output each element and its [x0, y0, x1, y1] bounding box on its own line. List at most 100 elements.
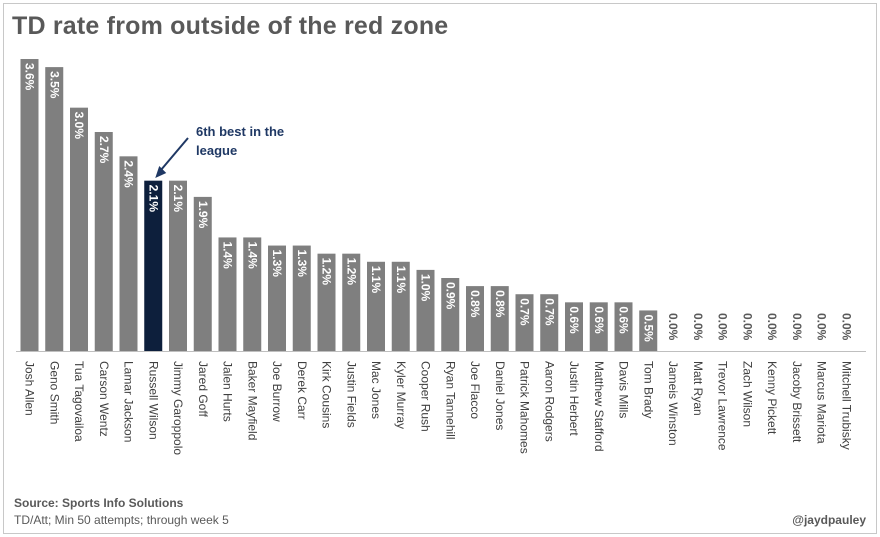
annotation-arrow	[158, 137, 189, 173]
category-label: Baker Mayfield	[245, 361, 259, 440]
category-label: Zach Wilson	[740, 361, 754, 427]
category-label: Kenny Pickett	[765, 361, 779, 435]
bar	[416, 269, 435, 351]
bar	[193, 196, 212, 351]
category-label: Russell Wilson	[146, 361, 160, 440]
category-label: Mac Jones	[369, 361, 383, 419]
data-label: 1.9%	[196, 201, 210, 229]
data-label: 1.4%	[221, 241, 235, 269]
data-label: 0.0%	[716, 313, 730, 341]
data-label: 0.0%	[666, 313, 680, 341]
bar	[565, 302, 583, 351]
data-label: 0.8%	[493, 290, 507, 318]
category-label: Marcus Mariota	[815, 361, 829, 444]
data-label: 0.7%	[542, 298, 556, 326]
bar	[367, 261, 385, 351]
data-label: 3.0%	[72, 112, 86, 140]
bar	[119, 156, 138, 351]
category-label: Patrick Mahomes	[518, 361, 532, 454]
data-label: 0.0%	[765, 313, 779, 341]
data-label: 0.0%	[839, 313, 853, 341]
bar	[169, 180, 187, 351]
category-label: Ryan Tannehill	[443, 361, 457, 440]
category-label: Geno Smith	[47, 361, 61, 424]
annotation-arrowhead	[155, 166, 167, 178]
data-label: 1.3%	[295, 250, 309, 278]
data-label: 0.0%	[740, 313, 754, 341]
method-note: TD/Att; Min 50 attempts; through week 5	[14, 513, 229, 527]
annotation-text: 6th best in the	[196, 124, 284, 139]
data-label: 0.6%	[617, 306, 631, 334]
category-label: Trevor Lawrence	[716, 361, 730, 451]
category-label: Tom Brady	[641, 361, 655, 418]
category-label: Joe Burrow	[270, 361, 284, 422]
data-label: 0.7%	[518, 298, 532, 326]
bar	[218, 237, 237, 351]
author-handle: @jaydpauley	[792, 513, 866, 527]
bar	[268, 245, 286, 351]
bar	[466, 286, 484, 351]
category-label: Cooper Rush	[419, 361, 433, 432]
bar	[515, 294, 534, 351]
bar	[391, 261, 410, 351]
bar	[441, 278, 460, 351]
bar	[639, 310, 658, 351]
data-label: 2.7%	[97, 136, 111, 164]
bar	[614, 302, 633, 351]
data-label: 0.0%	[815, 313, 829, 341]
bar	[292, 245, 311, 351]
data-label: 2.1%	[146, 185, 160, 213]
category-label: Mitchell Trubisky	[839, 361, 853, 450]
source-note: Source: Sports Info Solutions	[14, 496, 184, 510]
data-label: 2.1%	[171, 185, 185, 213]
data-label: 1.1%	[369, 266, 383, 294]
category-label: Kirk Cousins	[320, 361, 334, 428]
data-label: 0.0%	[790, 313, 804, 341]
bar	[20, 59, 39, 351]
category-label: Daniel Jones	[493, 361, 507, 430]
bar	[94, 132, 113, 351]
chart-title: TD rate from outside of the red zone	[12, 12, 449, 40]
data-label: 1.2%	[320, 258, 334, 286]
bar	[317, 253, 336, 351]
category-label: Justin Fields	[344, 361, 358, 428]
data-label: 1.4%	[245, 241, 259, 269]
bar	[342, 253, 361, 351]
data-label: 0.9%	[443, 282, 457, 310]
category-label: Carson Wentz	[97, 361, 111, 437]
bar	[589, 302, 608, 351]
data-label: 0.8%	[468, 290, 482, 318]
category-label: Jared Goff	[196, 361, 210, 417]
bar	[540, 294, 559, 351]
category-label: Derek Carr	[295, 361, 309, 420]
bar	[243, 237, 262, 351]
bar	[490, 286, 509, 351]
annotation-text: league	[196, 143, 237, 158]
data-label: 3.6%	[23, 63, 37, 91]
category-label: Jameis Winston	[666, 361, 680, 446]
data-label: 1.3%	[270, 250, 284, 278]
bar	[45, 67, 64, 352]
category-label: Matthew Stafford	[592, 361, 606, 452]
category-label: Tua Tagovailoa	[72, 361, 86, 442]
category-label: Josh Allen	[23, 361, 37, 416]
data-label: 0.6%	[567, 306, 581, 334]
data-label: 1.0%	[419, 274, 433, 302]
category-label: Justin Herbert	[567, 361, 581, 436]
bar	[144, 180, 163, 351]
category-label: Matt Ryan	[691, 361, 705, 416]
category-label: Jimmy Garoppolo	[171, 361, 185, 455]
data-label: 3.5%	[47, 71, 61, 99]
bar	[70, 107, 88, 351]
data-label: 0.6%	[592, 306, 606, 334]
data-label: 2.4%	[122, 160, 136, 188]
category-label: Kyler Murray	[394, 361, 408, 429]
category-label: Davis Mills	[617, 361, 631, 418]
data-label: 0.0%	[691, 313, 705, 341]
category-label: Joe Flacco	[468, 361, 482, 419]
data-label: 1.2%	[344, 258, 358, 286]
category-label: Jacoby Brissett	[790, 361, 804, 443]
data-label: 0.5%	[641, 314, 655, 342]
data-label: 1.1%	[394, 266, 408, 294]
